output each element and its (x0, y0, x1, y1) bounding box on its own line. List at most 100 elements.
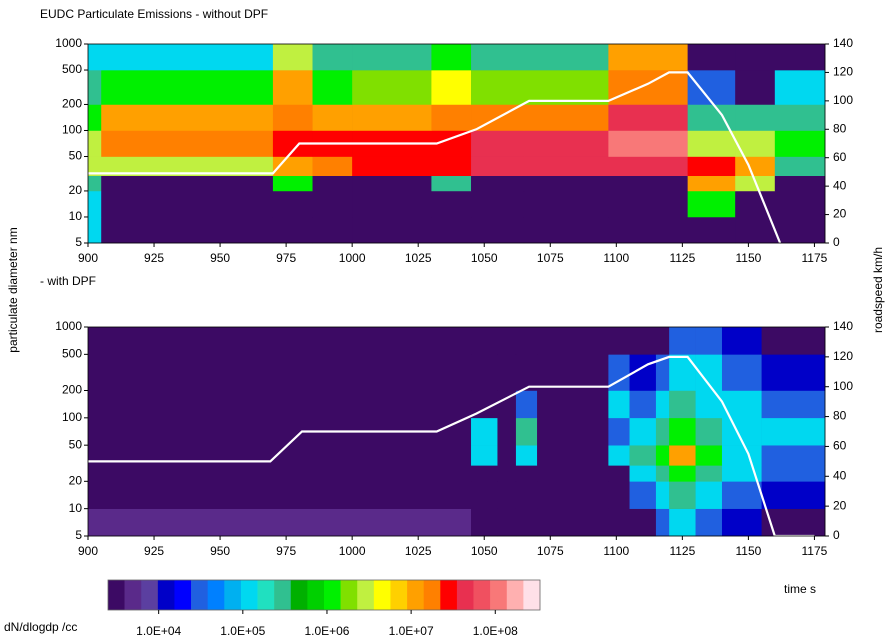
heat-cell (523, 104, 609, 131)
heat-cell (471, 354, 498, 391)
heat-cell (687, 216, 736, 244)
x-tick-label: 1175 (802, 251, 828, 265)
heat-cell (523, 130, 609, 157)
heat-cell (537, 354, 609, 391)
y-tick-label: 10 (69, 501, 83, 515)
heat-cell (537, 481, 609, 509)
heat-cell (655, 445, 670, 466)
colorbar-tick-label: 1.0E+05 (220, 624, 265, 638)
heat-cell (537, 465, 609, 482)
x-tick-label: 1150 (735, 251, 761, 265)
heat-cell (312, 104, 353, 131)
heat-cell (88, 445, 472, 466)
colorbar-swatch (307, 580, 325, 610)
heat-cell (101, 44, 274, 71)
colorbar-swatch (224, 580, 242, 610)
x-tick-label: 1025 (405, 251, 432, 265)
heat-cell (687, 190, 736, 218)
heat-cell (655, 390, 670, 419)
heat-cell (687, 130, 736, 157)
y-tick-label: 200 (62, 97, 82, 111)
heat-cell (629, 445, 657, 466)
heat-cell (471, 327, 498, 355)
heat-cell (695, 481, 723, 509)
x-tick-label: 1125 (669, 544, 695, 558)
heat-cell (608, 481, 630, 509)
heat-cell (431, 190, 472, 218)
colorbar-swatch (357, 580, 375, 610)
heat-cell (471, 190, 525, 218)
heat-cell (431, 70, 472, 105)
y2-axis-label: roadspeed km/h (871, 247, 885, 333)
y-tick-label: 500 (62, 347, 82, 361)
heat-cell (471, 70, 525, 105)
heat-cell (629, 465, 657, 482)
y2-tick-label: 40 (833, 178, 847, 192)
heat-cell (101, 70, 274, 105)
heat-cell (523, 190, 609, 218)
heat-cell (608, 156, 688, 177)
colorbar-swatch (324, 580, 341, 610)
heat-cell (721, 327, 762, 355)
heat-cell (88, 216, 102, 244)
heat-cell (497, 327, 517, 355)
y2-tick-label: 20 (833, 207, 847, 221)
heat-cell (608, 44, 688, 71)
heat-cell (669, 327, 696, 355)
heat-cell (695, 465, 723, 482)
heat-cell (272, 70, 313, 105)
heat-cell (761, 465, 826, 482)
heat-cell (774, 216, 826, 244)
colorbar-swatch (440, 580, 458, 610)
heat-cell (774, 156, 826, 177)
heat-cell (471, 175, 525, 192)
y2-tick-label: 120 (833, 65, 853, 79)
heat-cell (608, 417, 630, 446)
heat-cell (88, 465, 472, 482)
heat-cell (88, 327, 472, 355)
heat-cell (774, 70, 826, 105)
heat-cell (761, 390, 826, 419)
heat-cell (101, 190, 274, 218)
colorbar-swatch (407, 580, 424, 610)
heat-cell (629, 481, 657, 509)
y-tick-label: 5 (75, 528, 82, 542)
heat-cell (669, 465, 696, 482)
heat-cell (101, 175, 274, 192)
heat-cell (608, 327, 630, 355)
heat-cell (695, 417, 723, 446)
heat-cell (761, 417, 826, 446)
heat-cell (515, 481, 538, 509)
heat-cell (669, 508, 696, 537)
heat-cell (655, 481, 670, 509)
colorbar-swatch (124, 580, 142, 610)
heat-cell (774, 130, 826, 157)
speed-line (88, 71, 782, 244)
heat-cell (88, 390, 472, 419)
colorbar-swatch (506, 580, 524, 610)
heat-cell (608, 216, 688, 244)
heat-cell (774, 190, 826, 218)
y2-tick-label: 140 (833, 36, 853, 50)
y2-tick-label: 140 (833, 319, 853, 333)
heat-cell (88, 508, 472, 537)
plot-frame (87, 326, 826, 537)
y-axis-label: particulate diameter nm (6, 227, 20, 352)
heat-cell (669, 481, 696, 509)
heat-cell (774, 175, 826, 192)
heat-cell (629, 327, 657, 355)
colorbar-swatch (108, 580, 125, 610)
heat-cell (471, 508, 498, 537)
x-tick-label: 1075 (537, 544, 564, 558)
x-tick-label: 975 (276, 251, 296, 265)
y2-tick-label: 80 (833, 121, 847, 135)
heat-cell (352, 175, 432, 192)
y-tick-label: 5 (75, 235, 82, 249)
heat-cell (537, 445, 609, 466)
colorbar-frame (107, 579, 541, 611)
heat-cell (695, 445, 723, 466)
y-tick-label: 1000 (55, 319, 82, 333)
heat-cell (352, 70, 432, 105)
colorbar-swatch (157, 580, 175, 610)
heat-cell (431, 175, 472, 192)
